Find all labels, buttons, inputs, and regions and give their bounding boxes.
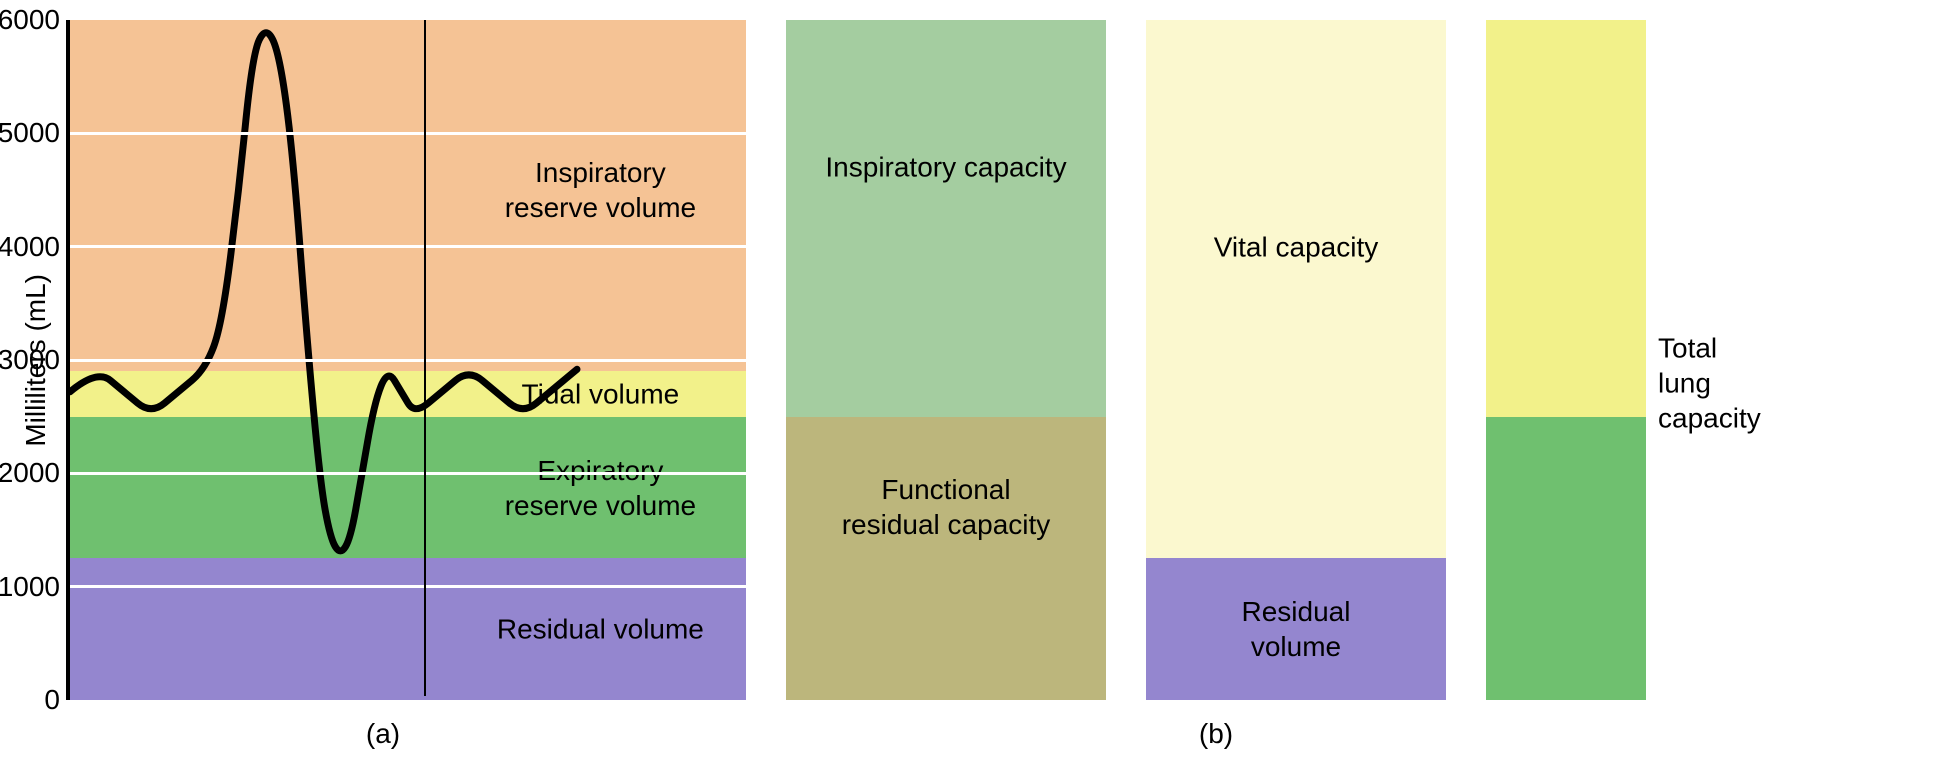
y-tick: 3000 [0, 346, 60, 374]
col1-seg-0 [786, 20, 1106, 417]
y-tick: 2000 [0, 459, 60, 487]
col3-outside-label: Totallungcapacity [1646, 330, 1761, 435]
caption-a: (a) [366, 718, 400, 750]
y-tick: 5000 [0, 119, 60, 147]
gridline [70, 132, 746, 135]
panel-b-columns: Inspiratory capacity Functionalresidual c… [786, 20, 1646, 700]
band-label-rv: Residual volume [497, 612, 704, 647]
col2-label-1: Residualvolume [1146, 594, 1446, 664]
chart-a: Milliliters (mL) 60005000400030002000100… [20, 20, 746, 700]
vertical-divider [424, 20, 426, 696]
col1: Inspiratory capacity Functionalresidual c… [786, 20, 1106, 700]
gridline [70, 472, 746, 475]
col2-seg-0 [1146, 20, 1446, 558]
y-tick: 6000 [0, 6, 60, 34]
gridline [70, 359, 746, 362]
gridline [70, 585, 746, 588]
gridline [70, 245, 746, 248]
panel-b: Inspiratory capacity Functionalresidual c… [786, 20, 1646, 750]
figure-container: Milliliters (mL) 60005000400030002000100… [20, 20, 1920, 750]
col1-label-1: Functionalresidual capacity [786, 472, 1106, 542]
band-label-erv: Expiratoryreserve volume [505, 453, 696, 523]
col3: Totallungcapacity [1486, 20, 1646, 700]
col1-seg-1 [786, 417, 1106, 700]
panel-a: Milliliters (mL) 60005000400030002000100… [20, 20, 746, 750]
col2: Vital capacity Residualvolume [1146, 20, 1446, 700]
col1-label-0: Inspiratory capacity [786, 150, 1106, 185]
plot-area: Inspiratoryreserve volume Tidal volume Exp… [66, 20, 746, 700]
col2-label-0: Vital capacity [1146, 229, 1446, 264]
col3-seg-1 [1486, 417, 1646, 700]
col3-seg-0 [1486, 20, 1646, 417]
y-tick: 1000 [0, 573, 60, 601]
y-tick: 4000 [0, 233, 60, 261]
y-tick: 0 [44, 686, 60, 714]
band-label-irv: Inspiratoryreserve volume [505, 155, 696, 225]
band-label-tv: Tidal volume [522, 377, 680, 412]
caption-b: (b) [1199, 718, 1233, 750]
